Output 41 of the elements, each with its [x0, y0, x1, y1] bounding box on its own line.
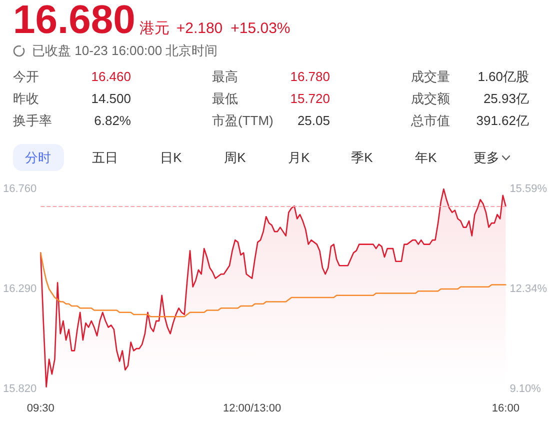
text: 市盈(TTM): [212, 113, 274, 129]
x-tick-label: 12:00/13:00: [222, 402, 282, 414]
text: 昨收: [13, 91, 39, 107]
y2-tick-label: 12.34%: [510, 283, 548, 296]
text: 季K: [351, 149, 373, 166]
text: 年K: [415, 149, 437, 166]
text: 换手率: [13, 113, 52, 129]
text: +15.03%: [230, 20, 290, 37]
text: 今开: [13, 69, 39, 85]
y2-tick-label: 9.10%: [510, 383, 542, 395]
text: 14.500: [91, 91, 131, 107]
text: 日K: [160, 149, 182, 166]
text: 25.05: [297, 113, 330, 129]
text: 更多: [474, 149, 500, 166]
text: +2.180: [176, 20, 223, 37]
text: 月K: [288, 149, 310, 166]
chart-title: 16.680: [13, 0, 136, 42]
text: 25.93亿: [483, 91, 529, 107]
text: 港元: [139, 20, 170, 37]
text: 391.62亿: [476, 113, 529, 129]
y2-tick-label: 15.59%: [510, 183, 548, 195]
text: 16.460: [91, 69, 131, 85]
text: 16.780: [290, 69, 330, 85]
text: 1.60亿股: [478, 69, 529, 85]
text: 成交量: [411, 69, 450, 85]
y-tick-label: 16.760: [2, 183, 37, 195]
text: 15.720: [290, 91, 330, 107]
line-series: [40, 252, 506, 318]
y-tick-label: 16.290: [2, 283, 37, 295]
text: 总市值: [411, 113, 450, 129]
x-tick-label: 16:00: [492, 402, 520, 414]
y-tick-label: 15.820: [2, 383, 37, 395]
text: 五日: [92, 149, 118, 166]
text: 最高: [212, 69, 238, 85]
chart-subtitle: 已收盘 10-23 16:00:00 北京时间: [32, 43, 218, 59]
text: 成交额: [411, 91, 450, 107]
text: 最低: [212, 91, 238, 107]
text: 6.82%: [94, 113, 131, 129]
text: 分时: [25, 149, 51, 166]
text: 周K: [224, 149, 246, 166]
x-tick-label: 09:30: [26, 402, 54, 414]
